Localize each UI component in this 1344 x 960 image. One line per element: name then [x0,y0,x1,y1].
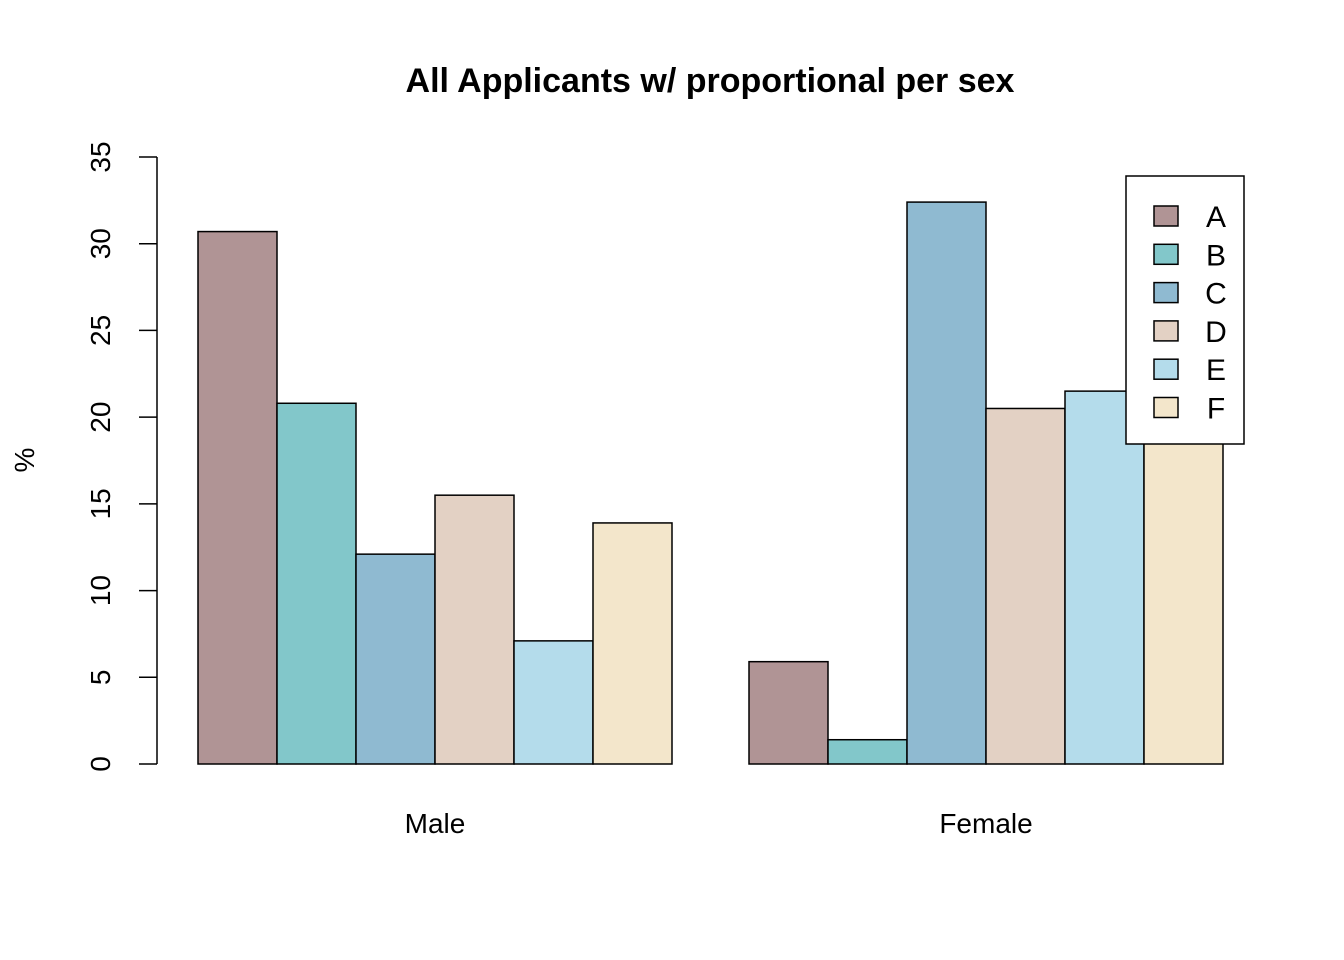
legend-box [1125,175,1245,445]
legend-swatch-c [1153,281,1179,304]
y-axis-title: % [9,448,40,473]
category-labels: Male Female [405,808,1033,839]
bar-male-b [276,402,357,765]
y-tick-label: 25 [85,315,116,346]
category-label-female: Female [939,808,1032,839]
y-tick-label: 5 [85,669,116,685]
y-tick-label: 0 [85,756,116,772]
category-label-male: Male [405,808,466,839]
y-axis: 0 5 10 15 20 25 30 35 [85,141,158,772]
bar-male-c [355,553,436,765]
bar-male-e [513,640,594,765]
legend-swatch-b [1153,243,1179,266]
legend-label-e: E [1206,354,1226,387]
bar-male-d [434,494,515,765]
bar-female-d [985,407,1066,765]
bar-female-b [827,738,908,765]
legend-swatch-e [1153,358,1179,380]
legend-swatch-f [1153,396,1179,419]
legend-label-c: C [1205,278,1227,311]
y-tick-label: 10 [85,575,116,606]
bar-female-c [906,201,987,765]
legend-label-a: A [1206,201,1226,234]
y-tick-label: 30 [85,228,116,259]
bar-male-a [197,230,278,765]
legend-label-b: B [1206,239,1226,272]
legend-swatch-a [1153,205,1179,227]
legend-label-f: F [1207,393,1225,426]
bar-male-f [592,522,673,765]
legend-swatch-d [1153,320,1179,342]
bar-female-e [1064,390,1145,765]
bar-female-a [748,660,829,765]
bar-female-f [1143,437,1224,765]
legend-label-d: D [1205,316,1227,349]
y-tick-label: 20 [85,402,116,433]
bars [197,201,1224,765]
y-tick-label: 35 [85,141,116,172]
y-tick-label: 15 [85,488,116,519]
chart-title: All Applicants w/ proportional per sex [406,62,1015,100]
